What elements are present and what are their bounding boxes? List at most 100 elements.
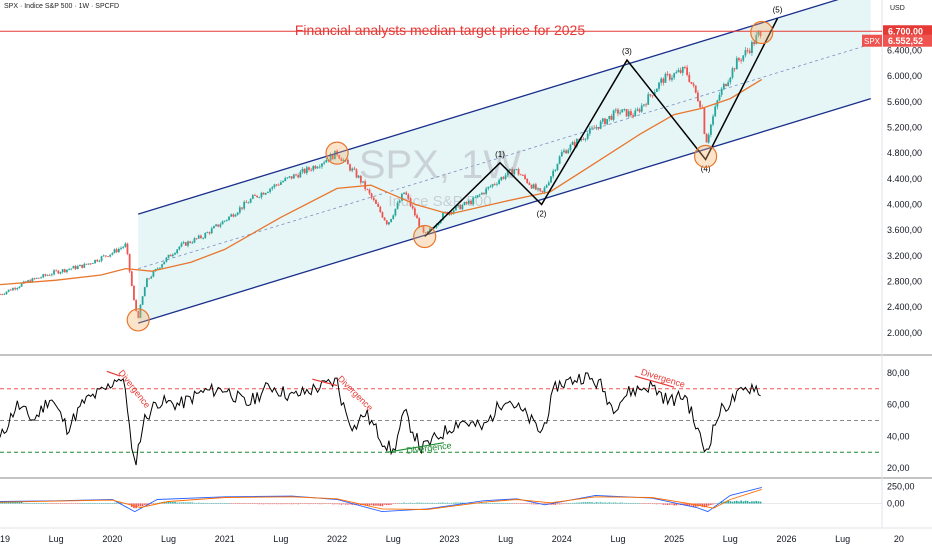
candle-body — [262, 192, 265, 195]
macd-histogram-bar — [452, 502, 455, 504]
candle-body — [712, 116, 714, 125]
candle-body — [751, 42, 753, 53]
candle-body — [755, 35, 758, 45]
candle-body — [504, 175, 507, 179]
candle-body — [573, 142, 576, 147]
macd-histogram-bar — [290, 503, 293, 505]
candle-body — [40, 277, 42, 279]
macd-histogram-bar — [560, 503, 563, 505]
currency-label[interactable]: USD — [890, 5, 905, 12]
channel-midline — [138, 43, 871, 269]
candle-body — [213, 226, 215, 229]
macd-histogram-bar — [617, 502, 619, 504]
candle-body — [599, 121, 602, 129]
candle-body — [33, 278, 36, 280]
price-tick: 3.600,00 — [887, 225, 922, 235]
macd-histogram-bar — [757, 501, 760, 504]
macd-histogram-bar — [427, 502, 429, 504]
candle-body — [459, 204, 462, 210]
macd-histogram-bar — [299, 503, 302, 505]
macd-histogram-bar — [53, 503, 55, 504]
macd-histogram-bar — [277, 503, 280, 505]
candle-body — [85, 263, 88, 265]
candle-body — [534, 184, 537, 190]
candle-body — [418, 218, 421, 227]
candle-body — [485, 188, 488, 194]
macd-histogram-bar — [336, 503, 338, 505]
candle-body — [604, 118, 606, 125]
candle-body — [50, 274, 53, 276]
macd-histogram-bar — [74, 503, 77, 504]
candle-body — [489, 186, 492, 188]
macd-histogram-bar — [115, 502, 118, 504]
macd-histogram-bar — [405, 503, 408, 504]
macd-histogram-bar — [187, 502, 189, 504]
candle-body — [98, 260, 101, 262]
candle-body — [130, 271, 133, 286]
macd-histogram-bar — [197, 502, 200, 504]
candle-body — [697, 92, 699, 102]
macd-histogram-bar — [619, 502, 621, 504]
candle-body — [530, 184, 533, 189]
candle-body — [92, 263, 94, 264]
candle-body — [137, 310, 140, 318]
candle-body — [565, 150, 568, 154]
macd-histogram-bar — [511, 503, 513, 504]
macd-histogram-bar — [223, 503, 226, 504]
macd-histogram-bar — [727, 500, 729, 504]
macd-histogram-bar — [573, 502, 576, 504]
candle-body — [614, 109, 617, 111]
macd-histogram-bar — [239, 503, 241, 504]
macd-histogram-bar — [612, 502, 615, 504]
macd-histogram-bar — [692, 503, 695, 508]
macd-histogram-bar — [191, 502, 194, 504]
candle-body — [167, 254, 170, 258]
candle-body — [474, 197, 477, 199]
candle-body — [169, 254, 172, 257]
macd-histogram-bar — [563, 503, 565, 504]
candle-body — [120, 247, 122, 249]
wave-label-4: (4) — [701, 165, 711, 174]
target-price-label: 6.700,00 — [888, 27, 923, 37]
candle-body — [645, 104, 647, 106]
macd-histogram-bar — [748, 502, 751, 504]
macd-histogram-bar — [424, 502, 427, 504]
candle-body — [228, 216, 230, 220]
macd-histogram-bar — [742, 501, 745, 504]
candle-body — [182, 242, 185, 244]
candle-body — [377, 203, 380, 207]
candle-body — [1, 294, 4, 296]
time-tick: 2020 — [102, 534, 122, 544]
macd-histogram-bar — [593, 502, 595, 504]
macd-histogram-bar — [267, 503, 269, 505]
last-price-label: 6.552,52 — [888, 36, 923, 46]
macd-histogram-bar — [38, 503, 40, 504]
macd-histogram-bar — [51, 503, 53, 504]
candle-body — [442, 212, 444, 220]
macd-histogram-bar — [66, 503, 68, 504]
candle-body — [733, 68, 736, 70]
macd-histogram-bar — [599, 502, 602, 504]
macd-histogram-bar — [755, 501, 758, 504]
macd-histogram-bar — [185, 502, 187, 504]
candle-body — [539, 188, 542, 191]
candle-body — [152, 271, 155, 277]
channel-upper-line — [138, 0, 839, 215]
candle-body — [627, 111, 630, 117]
macd-histogram-bar — [736, 500, 738, 504]
divergence-label: Divergence — [640, 367, 686, 390]
macd-histogram-bar — [517, 503, 520, 504]
price-tick: 4.000,00 — [887, 199, 922, 209]
macd-histogram-bar — [550, 503, 552, 505]
candle-body — [318, 166, 321, 168]
macd-histogram-bar — [232, 503, 235, 504]
candle-body — [221, 221, 224, 225]
macd-histogram-bar — [625, 502, 628, 504]
macd-histogram-bar — [712, 503, 714, 505]
macd-histogram-bar — [254, 503, 256, 505]
candle-body — [519, 174, 522, 176]
candle-body — [636, 109, 639, 111]
candle-body — [388, 222, 390, 225]
divergence-label: Divergence — [406, 440, 452, 455]
